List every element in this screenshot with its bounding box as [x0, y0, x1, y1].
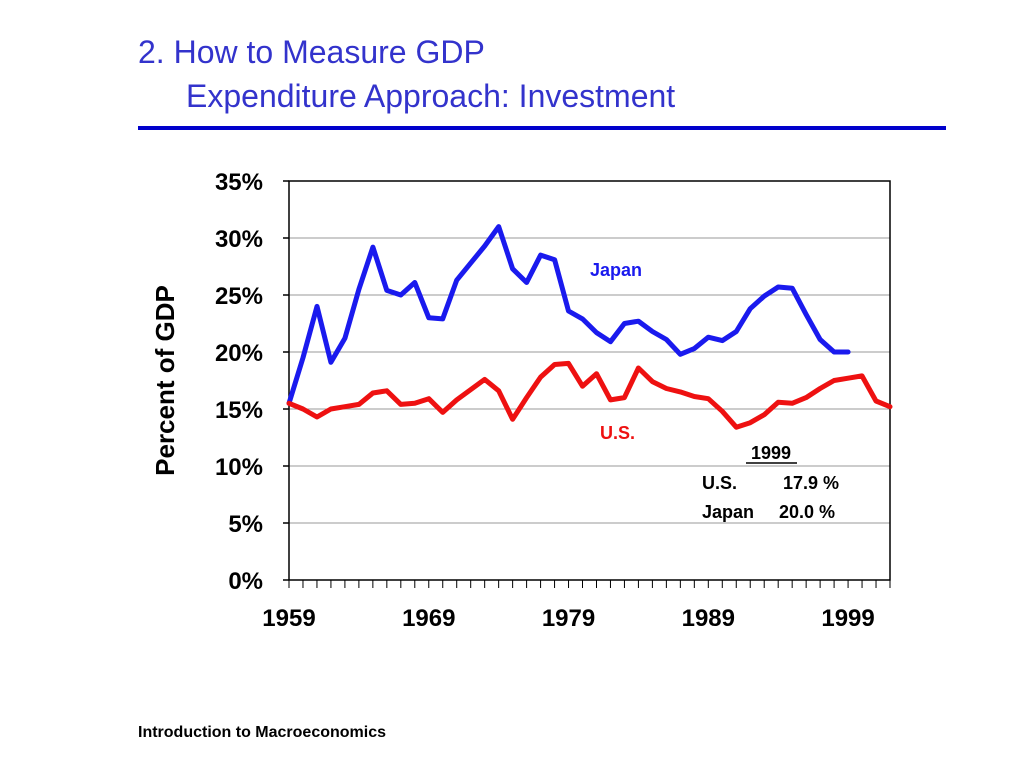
y-axis-label: Percent of GDP: [150, 285, 180, 476]
y-tick-label: 0%: [228, 568, 263, 595]
slide-title: 2. How to Measure GDP Expenditure Approa…: [138, 30, 675, 118]
value-box-header: 1999: [751, 443, 791, 463]
x-tick-label: 1989: [682, 605, 735, 632]
series-lines: [286, 224, 893, 430]
x-minor-ticks: [288, 580, 891, 588]
value-box-japan-value: 20.0 %: [779, 502, 835, 522]
x-tick-label: 1999: [821, 605, 874, 632]
x-tick-labels: 1959 1969 1979 1989 1999: [262, 605, 874, 632]
y-tick-label: 35%: [215, 169, 263, 196]
japan-series-label: Japan: [590, 260, 642, 280]
series-line-japan: [286, 224, 851, 406]
y-tick-label: 25%: [215, 283, 263, 310]
plot-frame: [288, 180, 891, 581]
y-tick-label: 20%: [215, 340, 263, 367]
title-rule: [138, 126, 946, 130]
slide-title-line2: Expenditure Approach: Investment: [186, 78, 676, 114]
value-box-1999: 1999 U.S. 17.9 % Japan 20.0 %: [702, 443, 839, 522]
x-tick-label: 1979: [542, 605, 595, 632]
us-series-label: U.S.: [600, 423, 635, 443]
x-tick-label: 1969: [402, 605, 455, 632]
slide-title-line1: 2. How to Measure GDP: [138, 34, 485, 70]
y-tick-label: 5%: [228, 511, 263, 538]
y-tick-label: 15%: [215, 397, 263, 424]
series-line-us: [286, 360, 893, 430]
value-box-us-label: U.S.: [702, 473, 737, 493]
value-box-us-value: 17.9 %: [783, 473, 839, 493]
value-box-japan-label: Japan: [702, 502, 754, 522]
x-tick-label: 1959: [262, 605, 315, 632]
y-tick-label: 10%: [215, 454, 263, 481]
y-tick-label: 30%: [215, 226, 263, 253]
slide-footer: Introduction to Macroeconomics: [138, 724, 387, 741]
y-tick-labels: 0% 5% 10% 15% 20% 25% 30% 35%: [215, 169, 263, 595]
